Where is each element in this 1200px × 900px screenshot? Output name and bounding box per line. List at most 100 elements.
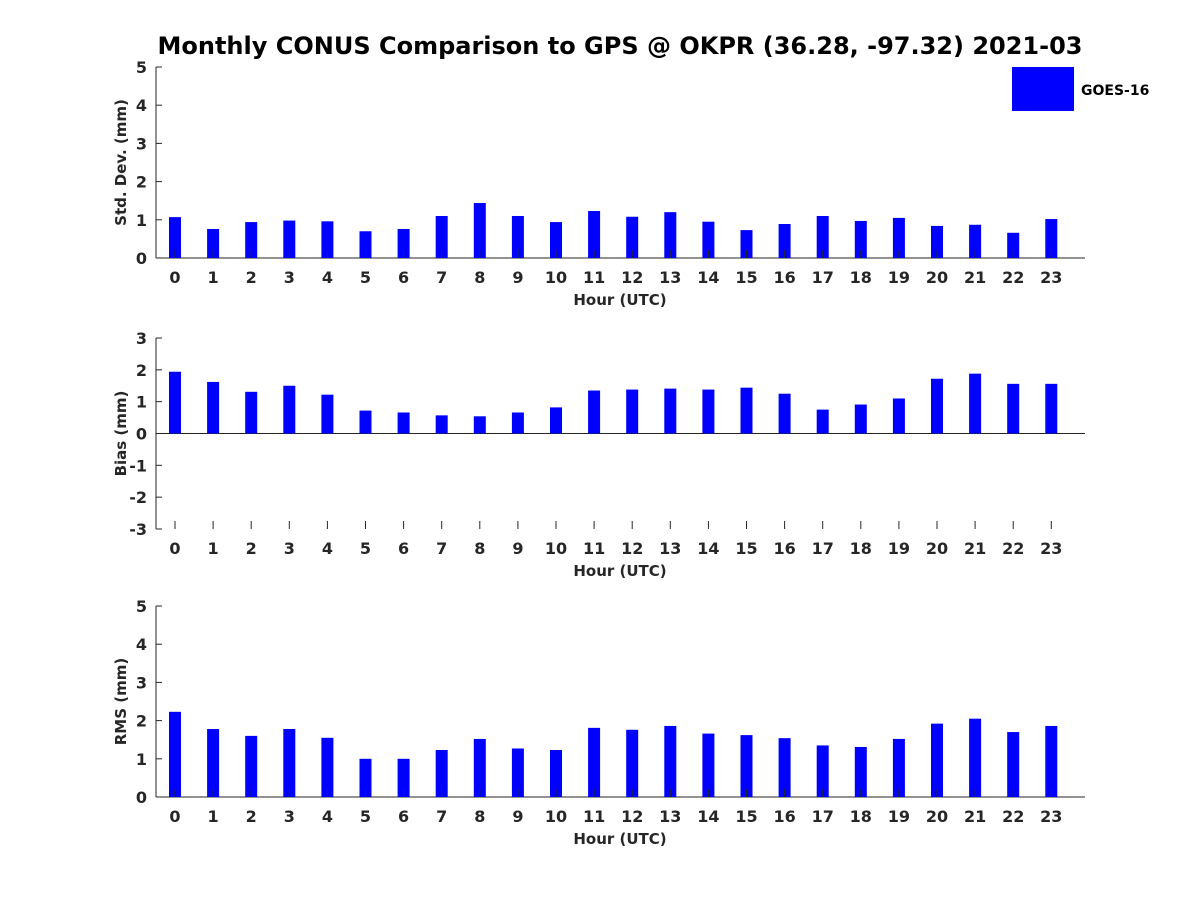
bar-hour-20 — [931, 225, 943, 258]
y-tick-label: 0 — [136, 425, 147, 444]
bar-hour-0 — [169, 711, 181, 797]
x-tick-label: 17 — [812, 539, 834, 558]
x-tick-label: 16 — [773, 807, 795, 826]
bar-hour-6 — [397, 412, 410, 434]
bar-hour-2 — [245, 391, 258, 434]
x-axis-label: Hour (UTC) — [573, 562, 666, 580]
x-axis-label: Hour (UTC) — [573, 830, 666, 848]
bar-hour-4 — [321, 394, 334, 434]
bar-hour-21 — [969, 373, 982, 434]
x-tick-label: 5 — [360, 807, 371, 826]
bar-hour-9 — [511, 748, 524, 797]
y-tick-label: 5 — [136, 58, 147, 77]
bar-hour-16 — [778, 738, 791, 797]
x-tick-label: 15 — [735, 539, 757, 558]
x-tick-label: 2 — [246, 268, 257, 287]
y-tick-label: 3 — [136, 134, 147, 153]
x-tick-label: 8 — [474, 807, 485, 826]
bar-hour-11 — [588, 390, 601, 434]
x-tick-label: 11 — [583, 807, 605, 826]
x-tick-label: 19 — [888, 539, 910, 558]
x-tick-label: 3 — [284, 539, 295, 558]
bar-hour-14 — [702, 389, 715, 434]
bar-hour-7 — [435, 750, 448, 797]
x-tick-label: 1 — [208, 807, 219, 826]
x-tick-label: 18 — [850, 268, 872, 287]
bar-hour-4 — [321, 221, 334, 258]
y-tick-label: 0 — [136, 249, 147, 268]
y-axis-label: RMS (mm) — [112, 658, 130, 745]
x-tick-label: 16 — [773, 268, 795, 287]
x-tick-label: 17 — [812, 268, 834, 287]
x-tick-label: 9 — [512, 539, 523, 558]
x-tick-label: 9 — [512, 807, 523, 826]
bar-hour-13 — [664, 725, 677, 797]
bar-hour-5 — [359, 758, 372, 797]
x-tick-label: 4 — [322, 539, 333, 558]
x-tick-label: 3 — [284, 268, 295, 287]
x-tick-label: 20 — [926, 539, 948, 558]
bar-hour-7 — [435, 215, 448, 258]
x-tick-label: 13 — [659, 268, 681, 287]
x-tick-label: 2 — [246, 807, 257, 826]
y-tick-label: 1 — [136, 750, 147, 769]
bar-hour-16 — [778, 393, 791, 434]
bar-hour-1 — [207, 729, 220, 797]
x-tick-label: 22 — [1002, 807, 1024, 826]
bar-hour-10 — [550, 407, 562, 434]
legend-label-goes-16: GOES-16 — [1081, 83, 1149, 99]
x-tick-label: 6 — [398, 268, 409, 287]
chart-title: Monthly CONUS Comparison to GPS @ OKPR (… — [158, 32, 1083, 60]
x-tick-label: 7 — [436, 807, 447, 826]
bar-hour-13 — [664, 388, 677, 434]
x-tick-label: 17 — [812, 807, 834, 826]
x-tick-label: 9 — [512, 268, 523, 287]
x-tick-label: 7 — [436, 268, 447, 287]
x-tick-label: 19 — [888, 807, 910, 826]
bar-hour-17 — [816, 409, 829, 434]
bar-hour-9 — [511, 215, 524, 258]
bar-hour-11 — [588, 727, 601, 797]
bar-hour-3 — [283, 729, 296, 797]
bar-hour-16 — [778, 224, 791, 258]
x-tick-label: 14 — [697, 268, 719, 287]
bar-hour-18 — [854, 746, 867, 797]
x-tick-label: 23 — [1040, 807, 1062, 826]
x-tick-label: 10 — [545, 539, 567, 558]
x-tick-label: 19 — [888, 268, 910, 287]
bar-hour-12 — [626, 389, 639, 434]
y-tick-label: -2 — [129, 488, 147, 507]
x-tick-label: 16 — [773, 539, 795, 558]
bar-hour-1 — [207, 228, 220, 258]
y-tick-label: 2 — [136, 173, 147, 192]
x-tick-label: 20 — [926, 807, 948, 826]
bar-hour-4 — [321, 737, 334, 797]
x-tick-label: 23 — [1040, 539, 1062, 558]
bar-hour-21 — [969, 224, 982, 258]
x-tick-label: 5 — [360, 268, 371, 287]
x-tick-label: 15 — [735, 268, 757, 287]
bar-hour-8 — [473, 738, 486, 797]
x-tick-label: 21 — [964, 807, 986, 826]
bar-hour-20 — [931, 723, 943, 797]
x-axis-label: Hour (UTC) — [573, 291, 666, 309]
x-tick-label: 11 — [583, 268, 605, 287]
bar-hour-12 — [626, 216, 639, 258]
x-tick-label: 6 — [398, 539, 409, 558]
y-tick-label: 2 — [136, 712, 147, 731]
bar-hour-10 — [550, 750, 562, 797]
y-tick-label: 3 — [136, 329, 147, 348]
y-tick-label: 4 — [136, 635, 147, 654]
x-tick-label: 3 — [284, 807, 295, 826]
bar-hour-17 — [816, 215, 829, 258]
bar-hour-8 — [473, 202, 486, 258]
bar-hour-20 — [931, 378, 943, 434]
y-axis-label: Std. Dev. (mm) — [112, 99, 130, 226]
bar-hour-0 — [169, 371, 181, 434]
x-tick-label: 7 — [436, 539, 447, 558]
bar-hour-21 — [969, 718, 982, 797]
x-tick-label: 4 — [322, 807, 333, 826]
x-tick-label: 0 — [169, 539, 180, 558]
